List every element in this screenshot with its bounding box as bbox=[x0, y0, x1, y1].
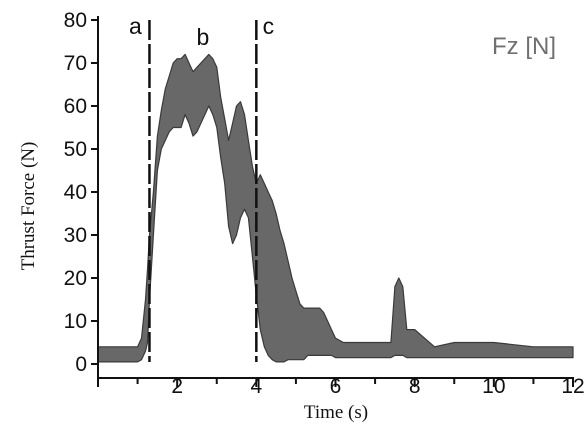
legend-label: Fz [N] bbox=[492, 33, 556, 60]
y-tick-label: 0 bbox=[75, 353, 87, 376]
y-tick-label: 40 bbox=[64, 181, 87, 204]
x-tick-label: 10 bbox=[482, 375, 505, 398]
marker-label-c: c bbox=[263, 13, 275, 39]
y-tick-label: 60 bbox=[64, 95, 87, 118]
marker-label-b: b bbox=[196, 24, 209, 50]
y-tick-label: 80 bbox=[64, 9, 87, 32]
x-tick-label: 8 bbox=[409, 375, 421, 398]
axes: 0 10 20 30 40 50 60 70 80 2 4 6 8 10 12 bbox=[64, 9, 585, 398]
phase-markers: a b c bbox=[129, 13, 274, 362]
y-tick-label: 10 bbox=[64, 310, 87, 333]
force-band-series-0 bbox=[97, 53, 574, 363]
y-tick-label: 20 bbox=[64, 267, 87, 290]
plot-area bbox=[97, 53, 574, 363]
marker-label-a: a bbox=[129, 13, 142, 39]
y-tick-label: 30 bbox=[64, 224, 87, 247]
y-tick-label: 70 bbox=[64, 52, 87, 75]
y-axis-title: Thrust Force (N) bbox=[18, 142, 39, 271]
x-axis-title: Time (s) bbox=[304, 402, 368, 423]
y-tick-label: 50 bbox=[64, 138, 87, 161]
x-tick-label: 2 bbox=[171, 375, 183, 398]
x-tick-label: 12 bbox=[561, 375, 584, 398]
x-tick-label: 6 bbox=[330, 375, 342, 398]
x-tick-label: 4 bbox=[250, 375, 262, 398]
